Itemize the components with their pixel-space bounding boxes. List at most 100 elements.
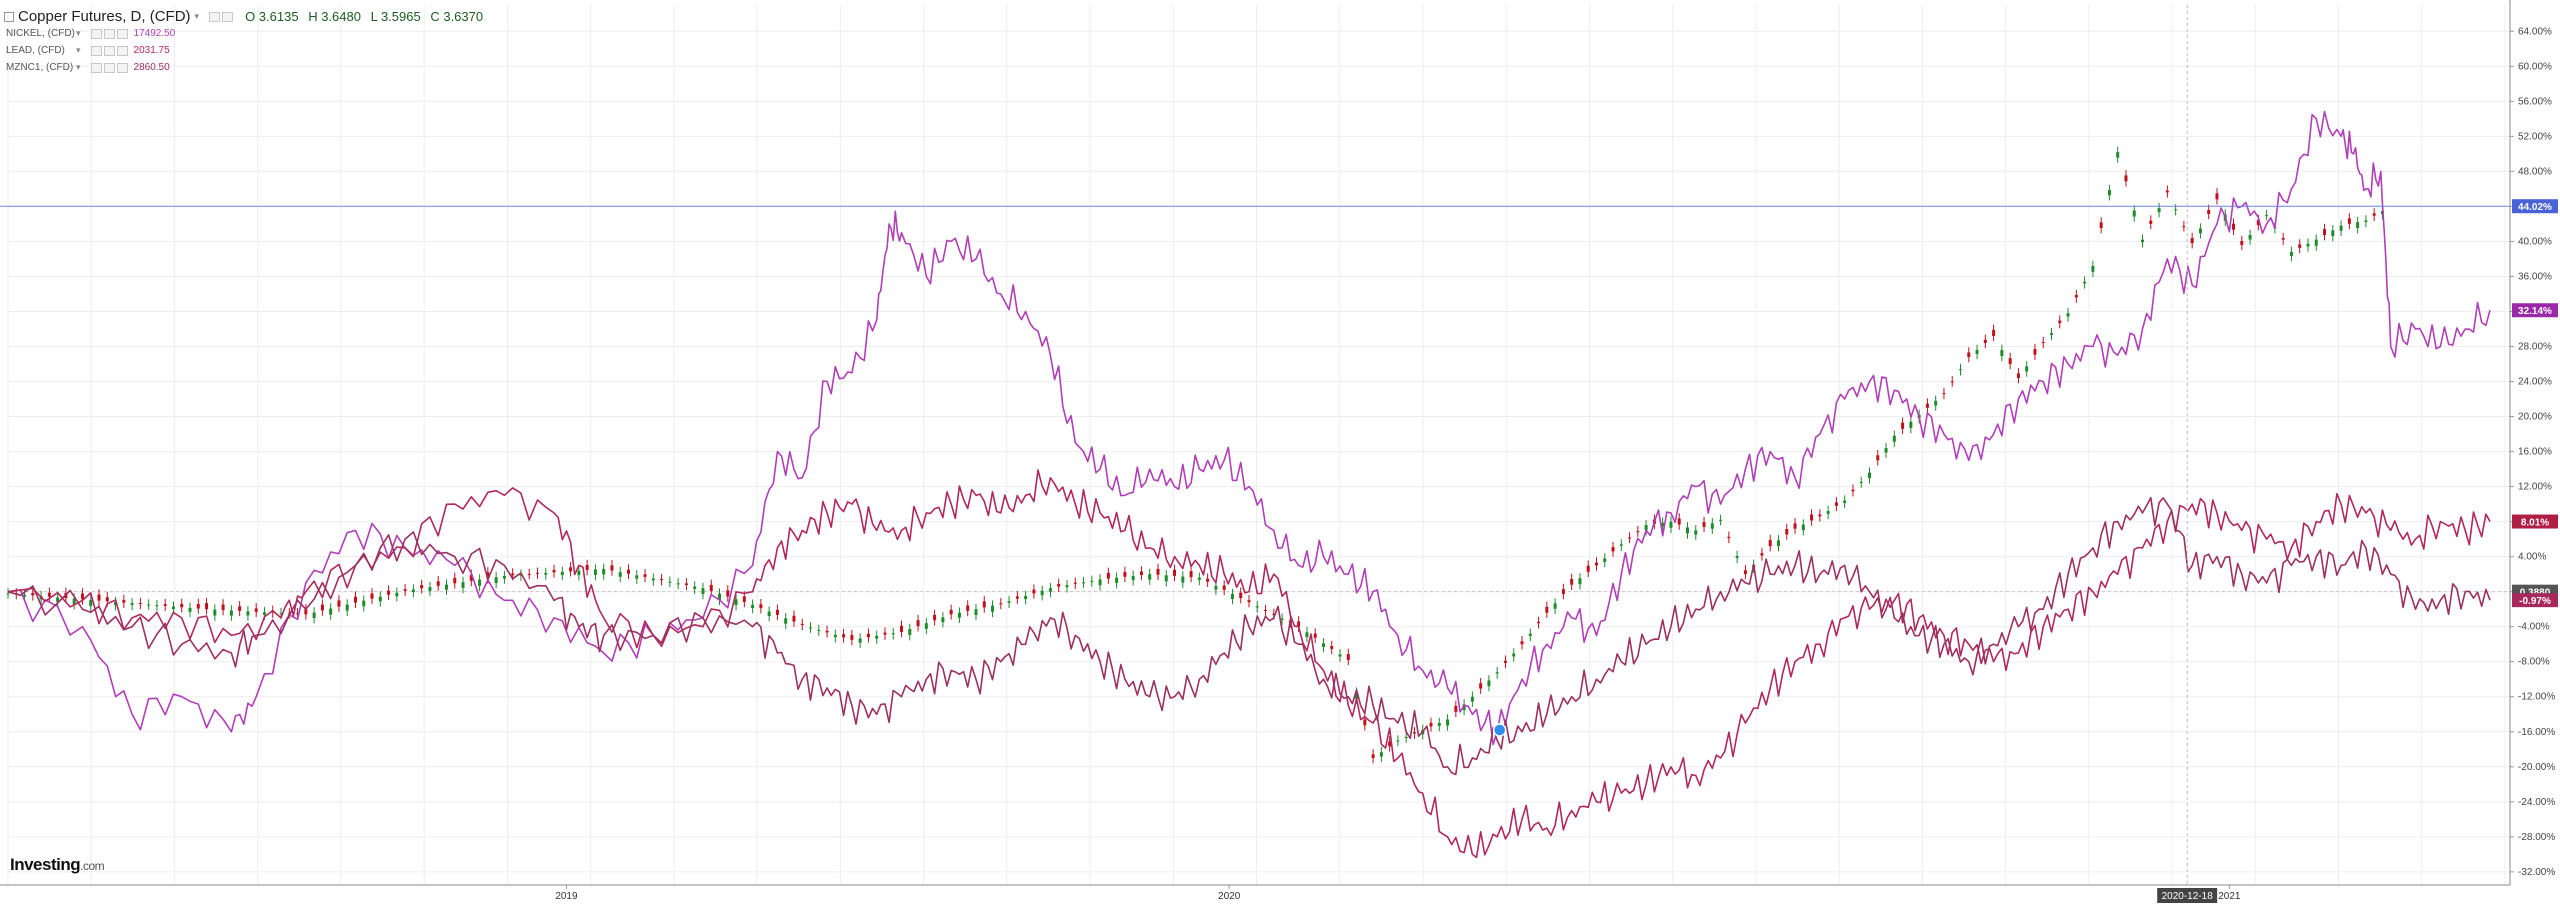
candle-body [494,577,498,584]
candle-body [420,585,424,589]
candle-body [122,600,126,603]
investing-logo: Investing.com [10,855,105,875]
candle-body [320,604,324,611]
candle-body [213,609,217,616]
y-tick-label: 28.00% [2518,341,2552,352]
candle-body [89,599,93,607]
candle-body [850,635,854,640]
candle-body [2232,223,2236,230]
candle-body [519,574,523,576]
candle-body [511,573,515,576]
candle-body [2190,237,2194,244]
candle-body [1892,435,1896,442]
collapse-legend-button[interactable] [4,11,14,22]
candle-body [1793,523,1797,529]
candle-body [2314,239,2318,246]
price-label-bg [2512,514,2558,529]
candle-body [1371,754,1375,759]
settings-button[interactable] [103,28,115,39]
candle-body [1280,618,1284,620]
candle-body [2124,175,2128,182]
candle-body [1090,580,1094,582]
hide-button[interactable] [90,62,102,73]
candle-body [2033,349,2037,355]
candle-body [1222,585,1226,590]
candle-body [2372,213,2376,216]
candle-body [403,589,407,591]
candle-body [924,623,928,629]
candle-body [205,603,209,610]
candle-body [47,592,51,597]
candle-body [1570,578,1574,585]
close-button[interactable] [116,28,128,39]
candle-body [1065,585,1069,588]
candle-body [527,574,531,576]
candle-body [1321,643,1325,647]
series-line-1 [7,110,2491,746]
candle-body [966,605,970,611]
candle-body [1148,574,1152,580]
hide-button[interactable] [90,45,102,56]
candle-body [709,584,713,591]
candle-body [991,605,995,612]
candle-body [97,594,101,601]
candle-body [2198,228,2202,234]
main-series-menu-caret[interactable]: ▾ [194,11,200,21]
candle-body [262,612,266,615]
y-tick-label: 56.00% [2518,96,2552,107]
candle-body [1007,601,1011,603]
candle-body [1214,585,1218,590]
candle-body [1057,583,1061,587]
candle-body [1636,531,1640,533]
candle-body [1801,524,1805,531]
candle-body [362,600,366,607]
y-tick-label: -4.00% [2518,622,2550,633]
candle-body [1181,576,1185,583]
ohlc-values: O 3.6135 H 3.6480 L 3.5965 C 3.6370 [245,9,489,24]
candle-body [296,613,300,615]
candle-body [759,604,763,609]
candle-body [312,612,316,619]
candle-body [2074,294,2078,298]
candle-body [742,596,746,603]
candle-body [1760,553,1764,556]
candle-body [1462,704,1466,711]
candle-body [188,607,192,612]
y-tick-label: 20.00% [2518,412,2552,423]
candle-body [1586,565,1590,572]
candle-body [1776,540,1780,547]
candle-body [2116,152,2120,158]
candle-body [2041,342,2045,344]
copper-candles [6,146,2384,764]
candle-body [1619,544,1623,546]
series-menu-caret[interactable]: ▾ [76,62,81,72]
candle-body [535,572,539,574]
candle-body [1255,606,1259,608]
candle-body [271,610,275,613]
candle-body [1503,660,1507,663]
x-axis: 2019 2020 2021 2020-12-18 [0,5,2510,903]
candle-body [2215,193,2219,200]
candle-body [1123,571,1127,577]
candle-body [900,625,904,632]
series-menu-caret[interactable]: ▾ [76,45,81,55]
series-menu-caret[interactable]: ▾ [76,28,81,38]
hide-button[interactable] [90,28,102,39]
candle-body [858,638,862,643]
candle-body [478,579,482,586]
close-button[interactable] [116,62,128,73]
settings-button[interactable] [103,45,115,56]
candle-body [2174,209,2178,211]
candle-body [105,597,109,602]
close-button[interactable] [116,45,128,56]
candle-body [883,632,887,635]
settings-button[interactable] [209,11,221,22]
price-label-bg [2512,199,2558,214]
settings-button[interactable] [103,62,115,73]
y-tick-label: -12.00% [2518,692,2555,703]
candle-body [1727,536,1731,538]
candle-body [1139,571,1143,576]
close-button[interactable] [222,11,234,22]
candle-body [1537,621,1541,624]
